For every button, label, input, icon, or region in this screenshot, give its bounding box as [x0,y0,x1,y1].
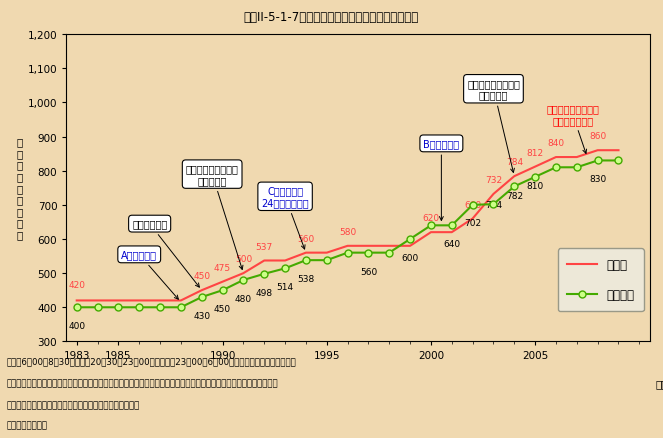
Text: 「定期便の発着可能回数」の上限一杯となっている。: 「定期便の発着可能回数」の上限一杯となっている。 [7,401,140,410]
Text: C滑走路供用
24時間運用開始: C滑走路供用 24時間運用開始 [261,186,309,250]
Text: 537: 537 [256,242,273,251]
Text: 732: 732 [485,176,502,185]
Text: 600: 600 [402,253,419,262]
Text: 754: 754 [485,201,502,210]
Text: 480: 480 [235,294,252,303]
Text: 840: 840 [548,139,564,148]
Text: 運用時間拡大: 運用時間拡大 [132,219,200,287]
Text: 538: 538 [297,275,314,283]
Text: （注）利便時間帯の
　発着可能回数: （注）利便時間帯の 発着可能回数 [546,104,599,154]
Text: 812: 812 [526,148,544,158]
Text: B滑走路供用: B滑走路供用 [423,139,459,221]
Text: 図表II-5-1-7　東京国際空港（羽田）の離発着回数: 図表II-5-1-7 東京国際空港（羽田）の離発着回数 [244,11,419,24]
Text: 810: 810 [526,182,544,191]
Text: A滑走路供用: A滑走路供用 [121,250,178,300]
Text: 784: 784 [506,158,523,167]
Text: 420: 420 [68,281,86,290]
Text: 782: 782 [506,191,523,200]
Text: 560: 560 [297,234,314,244]
Text: 第２旅客ターミナル
　施設供用: 第２旅客ターミナル 施設供用 [467,79,520,173]
Text: 514: 514 [276,283,294,292]
Legend: 発着枠, 発着回数: 発着枠, 発着回数 [558,249,644,311]
Text: 475: 475 [214,263,231,272]
Text: 620: 620 [422,214,440,223]
Text: 660: 660 [464,200,481,209]
Text: 第１旅客ターミナル
　施設供用: 第１旅客ターミナル 施設供用 [186,164,243,270]
Text: 400: 400 [68,321,86,330]
Text: 560: 560 [360,267,377,276]
Text: 450: 450 [214,304,231,313]
Text: 702: 702 [464,219,481,227]
Text: 450: 450 [193,272,210,281]
Text: 830: 830 [589,175,606,184]
Text: 430: 430 [193,311,210,320]
Text: 640: 640 [444,240,460,249]
Text: 発
着
回
数
（
回
／
日
）: 発 着 回 数 （ 回 ／ 日 ） [17,137,23,240]
Text: 資料）国土交通省: 資料）国土交通省 [7,420,48,430]
Text: （注）6：00～8：30の到着、20：30～23：00の出発及び23：00～6：00の発着を除く発着可能回数。: （注）6：00～8：30の到着、20：30～23：00の出発及び23：00～6：… [7,357,296,366]
Text: （年度）: （年度） [656,378,663,389]
Text: ただし、「利便時間帯の発着可能回数」（発着枠）は公用機等の枠を含むものであり、定期便の発着回数は現状で: ただし、「利便時間帯の発着可能回数」（発着枠）は公用機等の枠を含むものであり、定… [7,379,278,388]
Text: 500: 500 [235,255,252,264]
Text: 860: 860 [589,132,606,141]
Text: 580: 580 [339,228,356,237]
Text: 498: 498 [256,288,272,297]
